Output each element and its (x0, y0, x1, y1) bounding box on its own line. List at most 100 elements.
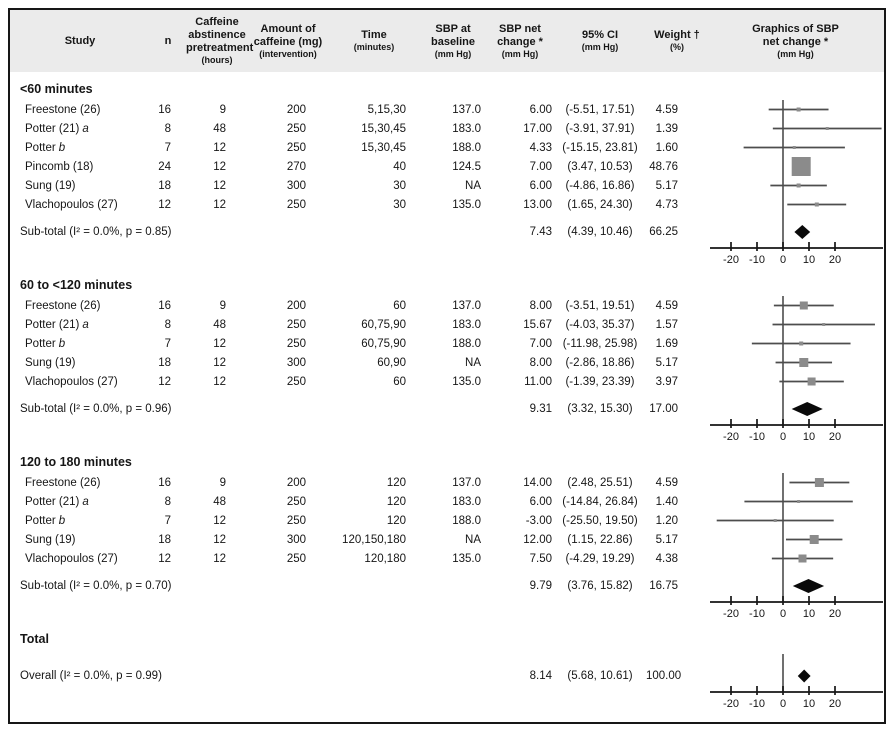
weight-cell: 1.20 (655, 514, 678, 527)
axis-tick-label: 20 (829, 254, 841, 266)
weight-cell: 16.75 (649, 580, 678, 592)
n-cell: 8 (164, 122, 171, 135)
axis-tick-label: 0 (780, 608, 786, 620)
caffeine-amount-cell: 250 (286, 318, 306, 331)
time-cell: 5,15,30 (367, 103, 406, 116)
n-cell: 24 (158, 160, 171, 173)
sbp-net-change-cell: 8.00 (529, 299, 552, 312)
estimate-square (798, 554, 807, 563)
sbp-net-change-cell: -3.00 (525, 514, 552, 527)
estimate-square (822, 323, 826, 326)
forest-plot-svg: -20 -10 0 10 20 (710, 654, 883, 710)
weight-cell: 1.40 (655, 495, 678, 508)
sbp-baseline-cell: 188.0 (452, 337, 481, 350)
study-name-suffix: b (58, 514, 66, 527)
abstinence-cell: 9 (219, 476, 226, 489)
sbp-baseline-cell: 183.0 (452, 318, 481, 331)
header-line: caffeine (mg) (253, 35, 323, 48)
study-name: Freestone (26) (25, 476, 101, 489)
study-name: Freestone (26) (25, 299, 101, 312)
subtotal-row: Sub-total (I² = 0.0%, p = 0.70) 9.79 (3.76… (10, 576, 884, 596)
forest-plot-svg: -20 -10 0 10 20 (710, 100, 883, 266)
weight-cell: 1.60 (655, 141, 678, 154)
sbp-baseline-cell: NA (465, 533, 481, 546)
study-name: Vlachopoulos (27) (25, 375, 118, 388)
abstinence-cell: 12 (213, 356, 226, 369)
ci-cell: (1.15, 22.86) (567, 533, 633, 546)
column-header-time: Time (minutes) (328, 29, 420, 53)
axis-tick-label: -10 (749, 608, 765, 620)
study-name: Potter (21) (25, 495, 80, 508)
section-header-label: Total (20, 632, 49, 646)
time-cell: 30 (393, 198, 406, 211)
study-name-suffix: b (58, 141, 66, 154)
study-name: Potter (21) (25, 122, 80, 135)
caffeine-amount-cell: 200 (286, 103, 306, 116)
ci-cell: (3.32, 15.30) (567, 403, 633, 415)
study-cell: Potter (21) a (10, 319, 150, 331)
time-cell: 60,90 (377, 356, 406, 369)
subtotal-label: Sub-total (I² = 0.0%, p = 0.96) (20, 403, 172, 415)
study-row: Freestone (26) 16 9 200 120 137.0 14.00 (2.48, … (10, 473, 884, 492)
section-0: <60 minutes Freestone (26) 16 9 200 5,15,30 13… (10, 78, 884, 268)
header-line: Graphics of SBP (752, 22, 839, 35)
column-header-ci: 95% CI (mm Hg) (554, 29, 646, 53)
time-cell: 60,75,90 (361, 318, 406, 331)
sbp-baseline-cell: NA (465, 356, 481, 369)
study-row: Potter (21) a 8 48 250 60,75,90 183.0 15.67 (-4.… (10, 315, 884, 334)
study-cell: Pincomb (18) (10, 161, 150, 173)
weight-cell: 3.97 (655, 375, 678, 388)
subtotal-row: Sub-total (I² = 0.0%, p = 0.85) 7.43 (4.39… (10, 222, 884, 242)
estimate-square (814, 202, 819, 207)
axis-tick-label: 0 (780, 431, 786, 443)
weight-cell: 1.57 (655, 318, 678, 331)
study-cell: Sung (19) (10, 180, 150, 192)
estimate-square (792, 146, 796, 149)
axis-tick-label: -20 (723, 698, 739, 710)
estimate-square (799, 301, 808, 310)
sbp-baseline-cell: 124.5 (452, 160, 481, 173)
axis-tick-label: -10 (749, 254, 765, 266)
column-header-study: Study (10, 35, 150, 48)
n-cell: 16 (158, 476, 171, 489)
sbp-baseline-cell: 188.0 (452, 514, 481, 527)
forest-plot-svg: -20 -10 0 10 20 (710, 473, 883, 620)
weight-cell: 17.00 (649, 403, 678, 415)
n-cell: 18 (158, 179, 171, 192)
axis-tick-label: 10 (803, 431, 815, 443)
section-2: 120 to 180 minutes Freestone (26) 16 9 200 12… (10, 451, 884, 622)
weight-cell: 66.25 (649, 226, 678, 238)
header-line: Amount of (260, 22, 316, 35)
pooled-diamond (792, 579, 825, 593)
caffeine-amount-cell: 250 (286, 495, 306, 508)
caffeine-amount-cell: 200 (286, 299, 306, 312)
sbp-net-change-cell: 13.00 (523, 198, 552, 211)
header-line: (mm Hg) (501, 48, 539, 59)
abstinence-cell: 12 (213, 160, 226, 173)
n-cell: 7 (164, 337, 171, 350)
axis-tick-label: 10 (803, 608, 815, 620)
n-cell: 8 (164, 318, 171, 331)
sbp-net-change-cell: 6.00 (529, 103, 552, 116)
study-name: Vlachopoulos (27) (25, 198, 118, 211)
study-cell: Potter (21) a (10, 496, 150, 508)
column-header-weight: Weight † (%) (646, 29, 708, 53)
caffeine-amount-cell: 250 (286, 375, 306, 388)
header-line: (hours) (201, 55, 233, 66)
ci-cell: (-15.15, 23.81) (562, 141, 638, 154)
n-cell: 16 (158, 299, 171, 312)
estimate-square (797, 500, 801, 503)
ci-cell: (-3.91, 37.91) (565, 122, 635, 135)
sbp-change-cell: 9.31 (529, 403, 552, 415)
sbp-baseline-cell: 135.0 (452, 375, 481, 388)
section-header: Total (10, 628, 884, 650)
weight-cell: 1.69 (655, 337, 678, 350)
pooled-diamond (797, 669, 811, 683)
caffeine-amount-cell: 250 (286, 198, 306, 211)
caffeine-amount-cell: 300 (286, 179, 306, 192)
study-row: Freestone (26) 16 9 200 5,15,30 137.0 6.00 (-5.… (10, 100, 884, 119)
sbp-baseline-cell: 135.0 (452, 552, 481, 565)
estimate-square (773, 519, 777, 522)
estimate-square (809, 535, 819, 544)
study-row: Potter b 7 12 250 120 188.0 -3.00 (-25.50, 19.50… (10, 511, 884, 530)
